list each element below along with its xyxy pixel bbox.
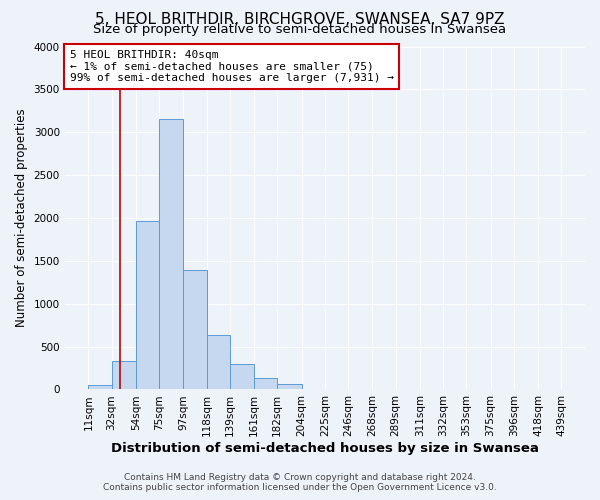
Bar bbox=[254, 378, 277, 390]
Text: Size of property relative to semi-detached houses in Swansea: Size of property relative to semi-detach… bbox=[94, 24, 506, 36]
Bar bbox=[206, 334, 230, 390]
Bar bbox=[302, 388, 325, 390]
Text: 5 HEOL BRITHDIR: 40sqm
← 1% of semi-detached houses are smaller (75)
99% of semi: 5 HEOL BRITHDIR: 40sqm ← 1% of semi-deta… bbox=[70, 50, 394, 83]
Bar bbox=[88, 385, 112, 390]
Y-axis label: Number of semi-detached properties: Number of semi-detached properties bbox=[15, 108, 28, 328]
Bar bbox=[184, 270, 206, 390]
X-axis label: Distribution of semi-detached houses by size in Swansea: Distribution of semi-detached houses by … bbox=[111, 442, 539, 455]
Bar bbox=[136, 220, 159, 390]
Bar bbox=[277, 384, 302, 390]
Bar bbox=[230, 364, 254, 390]
Bar bbox=[159, 119, 184, 390]
Bar bbox=[112, 361, 136, 390]
Text: 5, HEOL BRITHDIR, BIRCHGROVE, SWANSEA, SA7 9PZ: 5, HEOL BRITHDIR, BIRCHGROVE, SWANSEA, S… bbox=[95, 12, 505, 28]
Text: Contains HM Land Registry data © Crown copyright and database right 2024.
Contai: Contains HM Land Registry data © Crown c… bbox=[103, 473, 497, 492]
